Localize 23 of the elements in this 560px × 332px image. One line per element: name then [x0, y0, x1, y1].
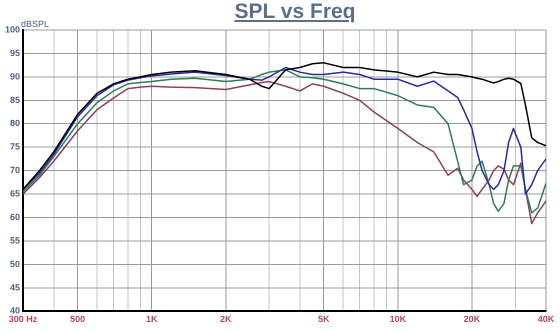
x-tick-label: 5K: [318, 314, 330, 324]
y-tick-label: 40: [10, 306, 20, 316]
x-tick-label: 500: [70, 314, 86, 324]
y-tick-label: 100: [4, 24, 20, 34]
y-tick-label: 95: [10, 48, 20, 58]
y-tick-label: 85: [10, 94, 20, 105]
y-tick-label: 60: [10, 212, 20, 222]
x-tick-label: 20K: [464, 314, 481, 324]
chart-title: SPL vs Freq: [234, 0, 356, 23]
y-tick-label: 65: [10, 188, 20, 199]
y-tick-label: 80: [10, 118, 20, 128]
y-tick-label: 90: [10, 71, 20, 82]
y-tick-label: 75: [10, 142, 20, 152]
x-tick-label: 40K: [538, 314, 555, 324]
y-tick-label: 55: [10, 235, 20, 246]
y-tick-label: 70: [10, 165, 20, 176]
x-tick-label: 1K: [146, 314, 158, 324]
x-tick-label: 300 Hz: [8, 314, 38, 324]
y-tick-label: 50: [10, 258, 20, 269]
y-axis-title: dBSPL: [21, 18, 50, 29]
x-tick-label: 10K: [390, 314, 407, 324]
y-tick-label: 45: [10, 282, 20, 292]
x-tick-label: 2K: [220, 314, 232, 324]
